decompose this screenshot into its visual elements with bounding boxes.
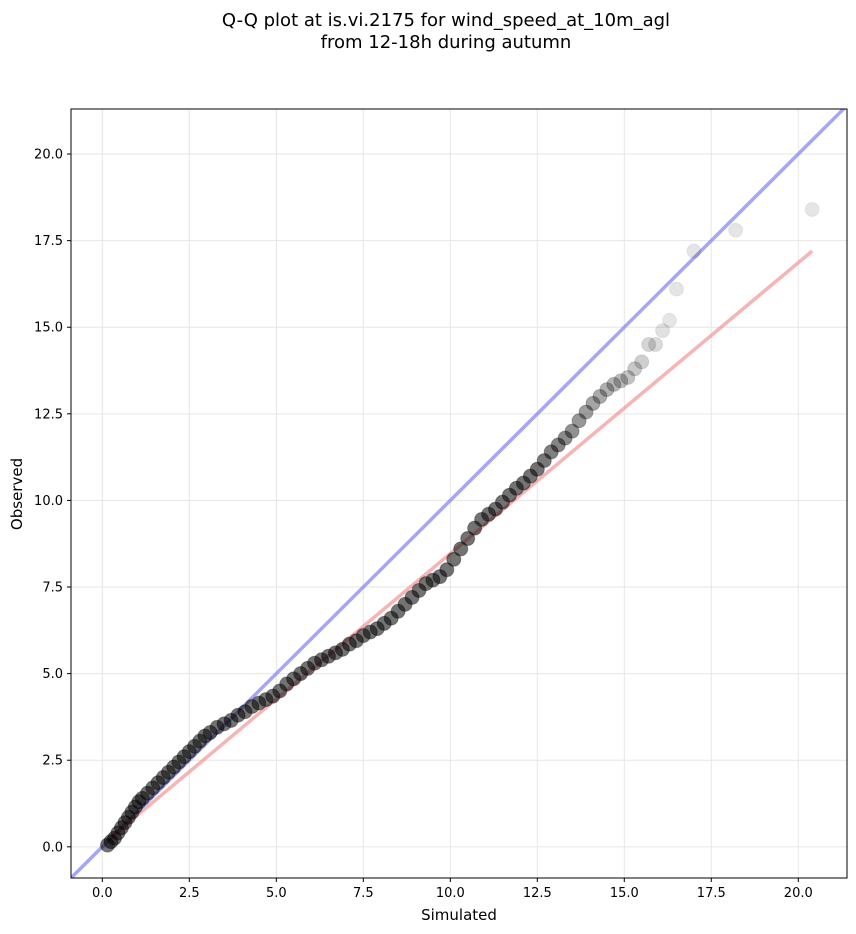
data-point [578,404,594,420]
y-tick-label: 10.0 [34,494,63,509]
y-tick-label: 2.5 [42,754,63,769]
y-tick-label: 5.0 [42,667,63,682]
data-point [585,395,601,411]
data-point [439,562,455,578]
x-tick-label: 7.5 [353,886,374,901]
x-axis: 0.0 2.5 5.0 7.5 10.0 12.5 15.0 17.5 20.0 [92,878,813,901]
data-point [728,222,744,238]
data-point [686,243,702,259]
data-point [627,361,643,377]
data-point [620,369,636,385]
data-point [446,551,462,567]
data-point [453,541,469,557]
chart-title-line-2: from 12-18h during autumn [320,32,572,53]
x-tick-label: 20.0 [784,886,813,901]
x-tick-label: 12.5 [523,886,552,901]
data-point [655,323,671,339]
data-point [557,430,573,446]
y-axis: 0.0 2.5 5.0 7.5 10.0 12.5 15.0 17.5 20.0 [34,148,71,855]
data-point [613,373,629,389]
data-point [634,354,650,370]
data-point [648,337,664,353]
data-point [592,389,608,405]
y-tick-label: 17.5 [34,234,63,249]
y-axis-label: Observed [8,458,26,530]
data-point [543,444,559,460]
data-point [460,531,476,547]
x-tick-label: 10.0 [436,886,465,901]
y-tick-label: 12.5 [34,407,63,422]
chart-title: Q-Q plot at is.vi.2175 for wind_speed_at… [0,10,856,54]
x-tick-label: 0.0 [92,886,113,901]
data-point [606,376,622,392]
data-point [564,423,580,439]
y-tick-label: 7.5 [42,581,63,596]
x-tick-label: 5.0 [266,886,287,901]
data-point [804,201,820,217]
data-point [662,312,678,328]
chart-title-line-1: Q-Q plot at is.vi.2175 for wind_speed_at… [221,10,671,31]
y-tick-label: 15.0 [34,321,63,336]
x-axis-label: Simulated [421,906,497,924]
x-tick-label: 15.0 [610,886,639,901]
data-point [599,382,615,398]
plot-frame [70,108,848,879]
y-tick-label: 20.0 [34,148,63,163]
data-point [571,413,587,429]
x-tick-label: 17.5 [697,886,726,901]
x-tick-label: 2.5 [179,886,200,901]
data-point [550,437,566,453]
data-point [668,281,684,297]
data-points [100,201,820,853]
data-point [641,337,657,353]
y-tick-label: 0.0 [42,840,63,855]
